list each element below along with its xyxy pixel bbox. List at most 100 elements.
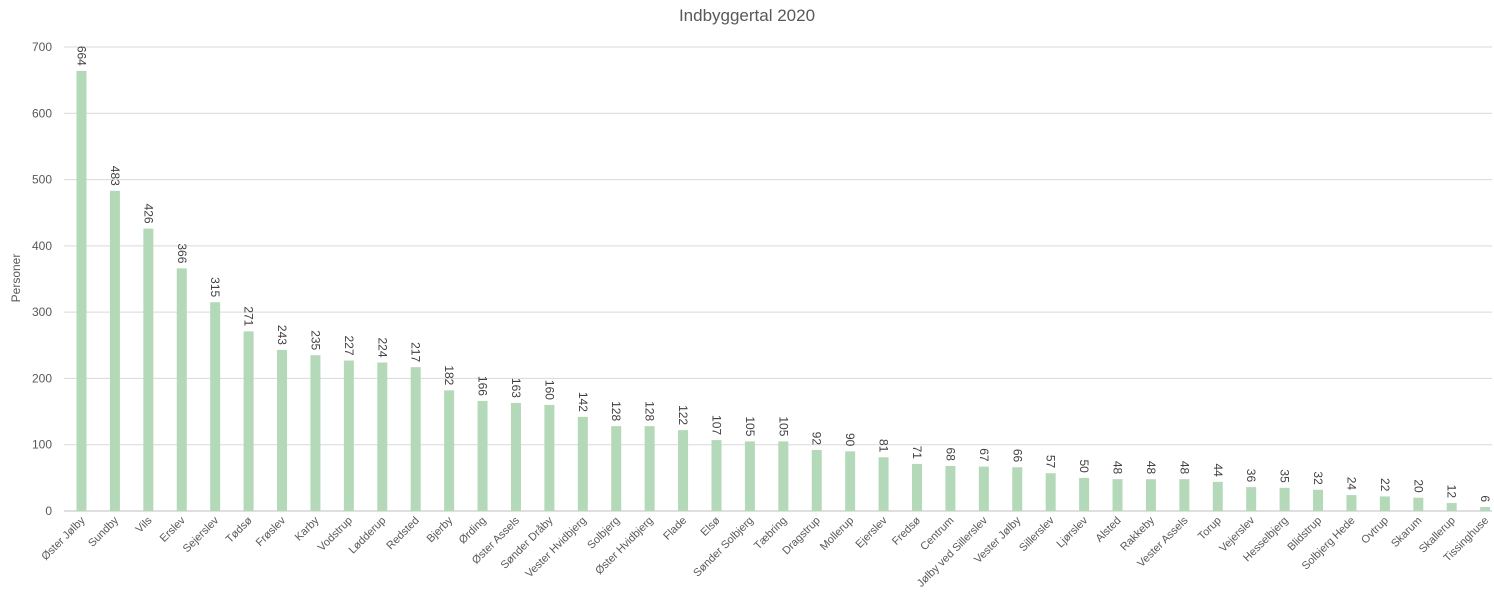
data-label: 20 — [1411, 479, 1425, 493]
data-label: 182 — [442, 365, 456, 385]
bar — [1346, 495, 1357, 511]
bar — [510, 402, 521, 511]
bar — [577, 416, 588, 511]
bar — [1012, 467, 1023, 511]
bar — [1212, 481, 1223, 511]
x-tick-label: Flade — [661, 515, 689, 543]
y-axis-label: Personer — [9, 254, 23, 303]
data-label: 142 — [576, 392, 590, 412]
data-label: 71 — [910, 446, 924, 460]
x-tick-label: Alsted — [1094, 515, 1124, 545]
bar — [477, 400, 488, 511]
data-label: 128 — [643, 401, 657, 421]
data-label: 50 — [1077, 459, 1091, 473]
x-tick-label: Elsø — [699, 514, 723, 538]
bar — [978, 466, 989, 511]
bar — [310, 355, 321, 511]
data-label: 224 — [375, 337, 389, 357]
y-tick-label: 500 — [32, 173, 52, 187]
data-label: 35 — [1278, 469, 1292, 483]
y-tick-label: 0 — [45, 504, 52, 518]
data-label: 166 — [476, 376, 490, 396]
data-label: 24 — [1344, 477, 1358, 491]
x-tick-label: Sillerslev — [1017, 514, 1057, 554]
data-label: 243 — [275, 325, 289, 345]
bar — [76, 70, 87, 511]
x-tick-label: Bjerby — [425, 514, 456, 545]
data-label: 426 — [141, 204, 155, 224]
chart-title: Indbyggertal 2020 — [678, 6, 816, 25]
data-label: 81 — [877, 439, 891, 453]
data-label: 107 — [709, 415, 723, 435]
data-label: 92 — [810, 432, 824, 446]
data-label: 128 — [609, 401, 623, 421]
data-label: 664 — [75, 46, 89, 66]
data-label: 48 — [1144, 461, 1158, 475]
data-label: 105 — [743, 416, 757, 436]
data-label: 44 — [1211, 463, 1225, 477]
bar — [377, 362, 388, 511]
data-label: 66 — [1010, 449, 1024, 463]
bar — [778, 441, 789, 511]
x-tick-label: Frøslev — [254, 514, 289, 549]
bar — [945, 465, 956, 511]
bar — [1112, 479, 1123, 511]
x-tick-label: Lødderup — [347, 515, 389, 557]
y-tick-label: 600 — [32, 106, 52, 120]
bar — [1145, 479, 1156, 511]
data-label: 57 — [1044, 455, 1058, 469]
bar — [744, 441, 755, 511]
data-label: 12 — [1445, 485, 1459, 499]
x-tick-label: Øster Jølby — [39, 514, 88, 563]
x-tick-label: Erslev — [158, 514, 188, 544]
data-label: 122 — [676, 405, 690, 425]
data-label: 271 — [242, 306, 256, 326]
data-label: 160 — [542, 380, 556, 400]
data-label: 90 — [843, 433, 857, 447]
bar — [1413, 497, 1424, 511]
x-tick-label: Øster Hvidbjerg — [593, 515, 656, 578]
bar — [1446, 503, 1457, 511]
bar — [444, 390, 455, 511]
x-tick-label: Redsted — [384, 515, 421, 552]
bar — [544, 404, 555, 511]
y-tick-label: 400 — [32, 239, 52, 253]
data-label: 315 — [208, 277, 222, 297]
bar — [210, 302, 221, 511]
y-tick-label: 700 — [32, 40, 52, 54]
data-label: 68 — [943, 448, 957, 462]
x-tick-label: Vils — [134, 514, 155, 535]
bar — [277, 349, 288, 511]
x-tick-label: Torup — [1196, 515, 1224, 543]
bar — [1313, 489, 1324, 511]
bar — [1480, 507, 1491, 511]
y-tick-labels: 0 100 200 300 400 500 600 700 — [32, 40, 52, 518]
x-tick-label: Fredsø — [890, 514, 923, 547]
bar — [1246, 487, 1257, 511]
x-tick-label: Ljørslev — [1055, 514, 1091, 550]
bar — [343, 360, 354, 511]
y-tick-label: 300 — [32, 305, 52, 319]
x-tick-label: Tødsø — [224, 514, 255, 545]
data-label: 36 — [1244, 469, 1258, 483]
data-label: 67 — [977, 448, 991, 462]
bars — [76, 70, 1491, 511]
x-tick-label: Sejerslev — [181, 514, 222, 555]
bar — [1379, 496, 1390, 511]
bar — [644, 426, 655, 511]
y-tick-label: 200 — [32, 371, 52, 385]
bar — [912, 463, 922, 511]
data-label: 6 — [1478, 495, 1492, 502]
x-tick-label: Ørding — [457, 515, 489, 547]
x-tick-label: Vester Hvidbjerg — [523, 515, 589, 581]
x-tick-label: Mollerup — [818, 515, 856, 553]
bar — [811, 450, 822, 511]
data-label: 235 — [308, 330, 322, 350]
bar — [243, 331, 254, 511]
bar — [109, 190, 120, 511]
bar — [176, 268, 187, 511]
data-label: 105 — [776, 416, 790, 436]
